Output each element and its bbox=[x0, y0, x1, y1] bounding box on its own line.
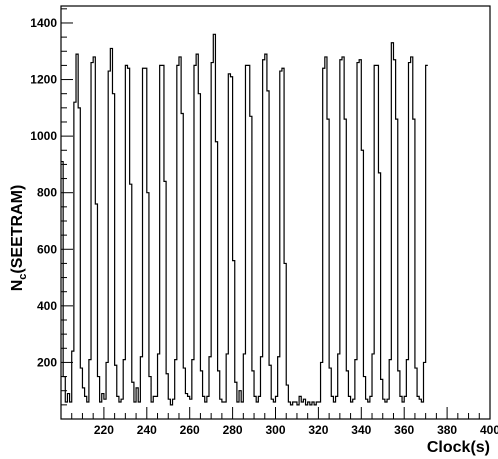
y-tick-label: 200 bbox=[37, 355, 57, 369]
y-axis-label: Nc(SEETRAM) bbox=[9, 185, 29, 292]
y-tick-label: 1000 bbox=[30, 129, 57, 143]
y-tick-label: 1400 bbox=[30, 16, 57, 30]
x-tick-label: 400 bbox=[480, 423, 498, 437]
y-axis-label-main: N bbox=[9, 280, 26, 292]
x-axis-ticks bbox=[60, 407, 491, 419]
y-tick-label: 400 bbox=[37, 299, 57, 313]
plot-frame bbox=[60, 5, 491, 420]
y-tick-label: 1200 bbox=[30, 73, 57, 87]
y-axis-tick-labels: 200 400 600 800 1000 1200 1400 bbox=[30, 16, 57, 369]
x-tick-label: 360 bbox=[394, 423, 414, 437]
x-axis-tick-labels: 220 240 260 280 300 320 340 360 380 400 bbox=[94, 423, 498, 437]
y-axis-label-subscript: c bbox=[17, 274, 29, 280]
x-tick-label: 280 bbox=[223, 423, 243, 437]
y-axis-label-tail: (SEETRAM) bbox=[9, 185, 26, 274]
y-tick-label: 800 bbox=[37, 186, 57, 200]
y-tick-label: 600 bbox=[37, 242, 57, 256]
x-tick-label: 300 bbox=[265, 423, 285, 437]
x-tick-label: 340 bbox=[351, 423, 371, 437]
x-tick-label: 220 bbox=[94, 423, 114, 437]
x-axis-label: Clock(s) bbox=[427, 439, 490, 456]
x-tick-label: 380 bbox=[437, 423, 457, 437]
series-line bbox=[61, 33, 428, 406]
x-tick-label: 320 bbox=[308, 423, 328, 437]
x-tick-label: 260 bbox=[180, 423, 200, 437]
x-tick-label: 240 bbox=[137, 423, 157, 437]
